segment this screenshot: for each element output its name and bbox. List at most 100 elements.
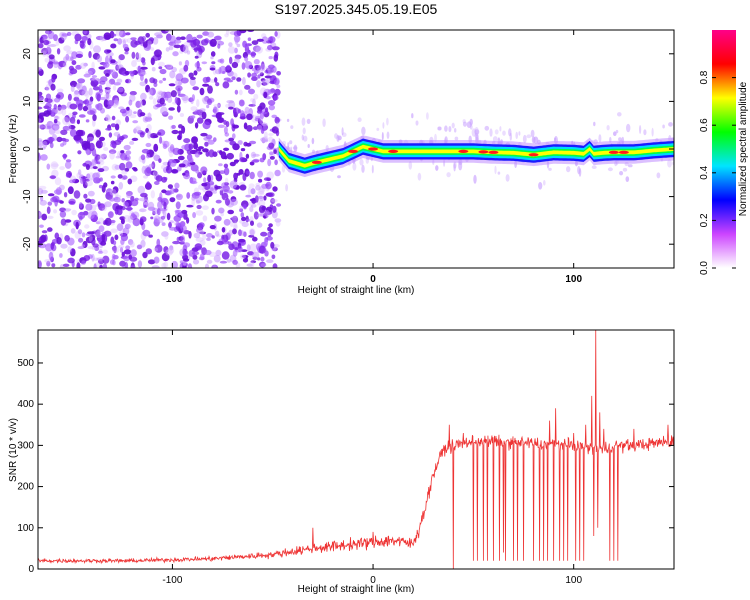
spectrogram-speckle-dot (289, 140, 293, 145)
spectrogram-speckle-dot (201, 205, 209, 210)
spectrogram-speckle-dot (287, 142, 290, 147)
spectrogram-speckle-dot (256, 80, 261, 88)
spectrogram-speckle-dot (102, 61, 110, 68)
spectrogram-speckle-dot (543, 180, 546, 186)
spectrogram-speckle-dot (42, 35, 48, 39)
spectrogram-speckle-dot (194, 62, 201, 68)
spectrogram-speckle-dot (189, 78, 196, 86)
spectrogram-speckle-dot (141, 148, 150, 154)
spectrogram-speckle-dot (53, 209, 58, 214)
spectrogram-speckle-dot (593, 121, 596, 127)
spectrogram-speckle-dot (186, 217, 190, 224)
spectrogram-speckle-dot (208, 149, 215, 158)
spectrogram-speckle-dot (258, 245, 266, 254)
spectrogram-speckle-dot (268, 133, 274, 136)
spectrogram-speckle-dot (194, 122, 199, 129)
spectrogram-speckle-dot (82, 162, 87, 167)
spectrogram-speckle-dot (381, 132, 384, 141)
spectrogram-speckle-dot (221, 227, 226, 233)
spectrogram-speckle-dot (607, 167, 613, 172)
spectrogram-speckle-dot (263, 239, 269, 247)
spectrogram-speckle-dot (261, 36, 269, 44)
spectrogram-speckle-dot (48, 54, 55, 60)
spectrogram-speckle-dot (177, 155, 185, 161)
spectrogram-speckle-dot (94, 153, 99, 162)
spectrogram-speckle-dot (272, 186, 278, 192)
spectrogram-speckle-dot (140, 239, 146, 248)
spectrogram-speckle-dot (48, 61, 54, 65)
spectrogram-speckle-dot (96, 171, 101, 178)
spectrogram-speckle-dot (234, 37, 239, 45)
spectrogram-speckle-dot (202, 76, 209, 84)
spectrogram-speckle-dot (103, 32, 112, 40)
spectrogram-speckle-dot (161, 176, 168, 183)
spectrogram-speckle-dot (239, 184, 247, 191)
spectrogram-speckle-dot (169, 245, 174, 251)
spectrogram-speckle-dot (60, 129, 68, 135)
spectrogram-speckle-dot (38, 95, 44, 101)
spectrogram-speckle-dot (252, 45, 261, 52)
spectrogram-speckle-dot (386, 131, 390, 139)
spectrogram-speckle-dot (202, 148, 209, 153)
spectrogram-speckle-dot (526, 134, 532, 139)
spectrogram-speckle-dot (168, 115, 174, 120)
spectrogram-speckle-dot (85, 203, 93, 211)
spectrogram-speckle-dot (134, 197, 139, 201)
spectrogram-speckle-dot (173, 44, 182, 49)
spectrogram-speckle-dot (258, 178, 263, 183)
spectrogram-speckle-dot (131, 137, 139, 141)
snr-frame (37, 329, 675, 570)
spectrogram-speckle-dot (178, 163, 186, 168)
spectrogram-speckle-dot (202, 121, 211, 130)
spectrogram-speckle-dot (177, 166, 182, 172)
spectrogram-speckle-dot (111, 115, 116, 121)
spectrogram-speckle-dot (101, 234, 106, 243)
spectrogram-speckle-dot (142, 60, 146, 66)
spectrogram-speckle-dot (223, 147, 230, 151)
spectrogram-speckle-dot (245, 194, 252, 198)
spectrogram-speckle-dot (161, 207, 165, 214)
y-tick-label: 20 (22, 48, 33, 60)
spectrogram-speckle-dot (173, 39, 182, 44)
spectrogram-speckle-dot (264, 250, 269, 257)
spectrogram-speckle-dot (267, 44, 273, 51)
spectrogram-speckle-dot (218, 207, 225, 214)
spectrogram-speckle-dot (76, 172, 82, 179)
spectrogram-speckle-dot (180, 36, 186, 40)
spectrogram-speckle-dot (121, 170, 128, 175)
snr-panel: -100 0 100 0 100 200 300 400 500 Height of stra… (8, 329, 675, 595)
spectrogram-speckle-dot (106, 80, 112, 89)
spectrogram-speckle-dot (53, 119, 58, 124)
spectrogram-speckle-dot (123, 144, 131, 151)
spectrogram-speckle-dot (213, 169, 221, 177)
spectrogram-speckle-dot (164, 94, 169, 101)
spectrogram-speckle-dot (70, 248, 76, 257)
spectrogram-speckle-dot (224, 132, 230, 137)
spectrogram-speckle-dot (251, 76, 258, 81)
spectrogram-speckle-dot (226, 64, 231, 70)
spectrogram-speckle-dot (183, 242, 191, 248)
spectrogram-speckle-dot (256, 38, 264, 42)
spectrogram-speckle-dot (239, 30, 247, 34)
spectrogram-speckle-dot (169, 70, 176, 79)
spectrogram-speckle-dot (87, 133, 94, 142)
spectrogram-speckle-dot (115, 30, 124, 37)
spectrogram-speckle-dot (251, 40, 259, 45)
spectrogram-speckle-dot (75, 221, 79, 230)
spectrogram-speckle-dot (617, 112, 622, 117)
spectrogram-speckle-dot (515, 131, 518, 139)
spectrogram-speckle-dot (451, 122, 455, 129)
colorbar-tick-label: 0.0 (699, 261, 710, 275)
spectrogram-speckle-dot (207, 85, 213, 94)
spectrogram-speckle-dot (180, 77, 189, 84)
spectrogram-speckle-dot (249, 243, 258, 252)
spectrogram-speckle-dot (268, 223, 273, 228)
spectrogram-speckle-dot (251, 67, 256, 72)
spectrogram-speckle-dot (145, 84, 151, 93)
spectrogram-speckle-dot (121, 38, 129, 43)
spectrogram-speckle-dot (201, 111, 207, 120)
spectrogram-speckle-dot (228, 229, 233, 236)
spectrogram-speckle-dot (100, 107, 105, 114)
spectrogram-speckle-dot (73, 91, 81, 98)
spectrogram-speckle-dot (40, 154, 48, 161)
